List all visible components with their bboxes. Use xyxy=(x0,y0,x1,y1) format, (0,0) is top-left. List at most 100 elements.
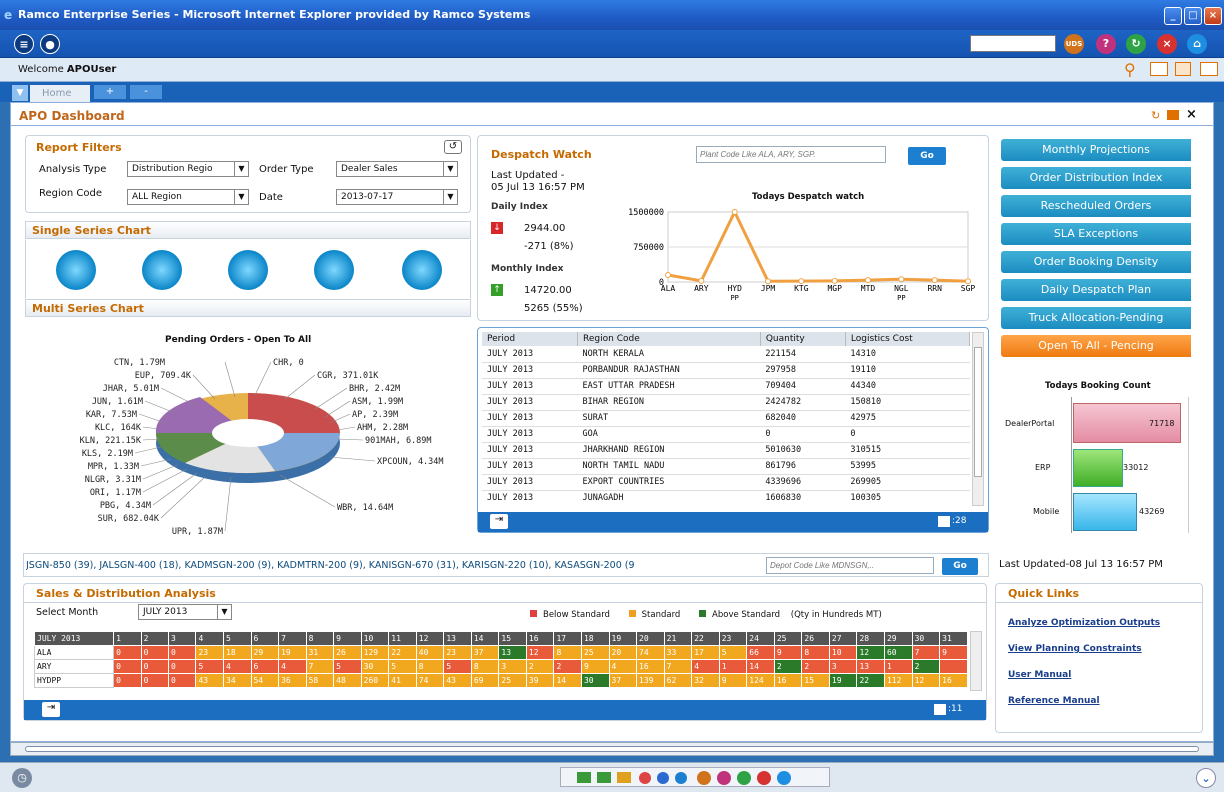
grid-cell[interactable]: 12 xyxy=(525,645,555,660)
excel-icon[interactable] xyxy=(577,772,591,783)
grid-cell[interactable]: 13 xyxy=(856,659,885,674)
star-icon[interactable] xyxy=(617,772,631,783)
reset-filters-icon[interactable]: ↺ xyxy=(444,140,462,154)
pyramid-chart-icon[interactable] xyxy=(402,250,442,290)
grid-cell[interactable]: 260 xyxy=(360,673,390,688)
grid-cell[interactable]: 2 xyxy=(773,659,803,674)
grid-cell[interactable]: 12 xyxy=(911,673,941,688)
tab-order-distribution-index[interactable]: Order Distribution Index xyxy=(1001,167,1191,189)
region-code-select[interactable]: ALL Region ▼ xyxy=(127,189,249,205)
grid-cell[interactable]: 41 xyxy=(388,673,417,688)
grid-cell[interactable]: 9 xyxy=(773,645,803,660)
search-input[interactable] xyxy=(970,35,1056,52)
table-scrollbar[interactable] xyxy=(972,332,984,506)
grid-cell[interactable]: 4 xyxy=(223,659,252,674)
grid-cell[interactable]: 7 xyxy=(911,645,941,660)
grid-cell[interactable]: 74 xyxy=(415,673,445,688)
pie-chart-icon[interactable] xyxy=(56,250,96,290)
app-icon-1[interactable] xyxy=(639,772,651,784)
grid-cell[interactable]: 0 xyxy=(113,659,142,674)
tab-monthly-projections[interactable]: Monthly Projections xyxy=(1001,139,1191,161)
grid-cell[interactable]: 5 xyxy=(718,645,748,660)
bar-chart-icon[interactable] xyxy=(142,250,182,290)
grid-cell[interactable]: 37 xyxy=(608,673,638,688)
grid-cell[interactable]: 12 xyxy=(856,645,885,660)
grid-cell[interactable]: 22 xyxy=(388,645,417,660)
grid-cell[interactable]: 9 xyxy=(939,645,968,660)
plant-go-button[interactable]: Go xyxy=(908,147,946,165)
grid-cell[interactable]: 54 xyxy=(250,673,280,688)
grid-cell[interactable]: 23 xyxy=(195,645,224,660)
grid-cell[interactable]: 20 xyxy=(608,645,638,660)
grid-cell[interactable]: 23 xyxy=(443,645,472,660)
table-row[interactable]: JULY 2013 BIHAR REGION 2424782 150810 xyxy=(482,394,970,411)
grid-cell[interactable]: 8 xyxy=(801,645,830,660)
grid-cell[interactable]: 8 xyxy=(415,659,445,674)
window-icon[interactable] xyxy=(1200,62,1218,76)
tab-daily-despatch-plan[interactable]: Daily Despatch Plan xyxy=(1001,279,1191,301)
grid-cell[interactable]: 17 xyxy=(691,645,720,660)
add-tab-button[interactable]: + xyxy=(94,85,126,99)
grid-cell[interactable]: 43 xyxy=(195,673,224,688)
table-row[interactable]: JULY 2013 GOA 0 0 xyxy=(482,426,970,443)
refresh-tray-icon[interactable] xyxy=(737,771,751,785)
tab-sla-exceptions[interactable]: SLA Exceptions xyxy=(1001,223,1191,245)
line-chart-icon[interactable] xyxy=(228,250,268,290)
chevron-down-icon[interactable]: ▼ xyxy=(12,85,28,101)
grid-cell[interactable]: 15 xyxy=(801,673,830,688)
depot-go-button[interactable]: Go xyxy=(942,558,978,575)
close-dashboard-icon[interactable]: × xyxy=(1186,107,1197,122)
grid-cell[interactable]: 19 xyxy=(278,645,307,660)
grid-cell[interactable]: 8 xyxy=(470,659,500,674)
table-row[interactable]: JULY 2013 NORTH KERALA 221154 14310 xyxy=(482,346,970,363)
grid-cell[interactable]: 9 xyxy=(580,659,610,674)
grid-cell[interactable]: 10 xyxy=(828,645,858,660)
grid-cell[interactable]: 16 xyxy=(773,673,803,688)
grid-cell[interactable]: 2 xyxy=(911,659,941,674)
grid-cell[interactable]: 2 xyxy=(553,659,582,674)
grid-cell[interactable]: 26 xyxy=(333,645,362,660)
column-header[interactable]: Period xyxy=(482,332,579,346)
grid-cell[interactable]: 9 xyxy=(718,673,748,688)
grid-cell[interactable]: 32 xyxy=(691,673,720,688)
scroll-down-icon[interactable]: ⌄ xyxy=(1196,768,1216,788)
grid-cell[interactable]: 0 xyxy=(168,673,197,688)
tab-order-booking-density[interactable]: Order Booking Density xyxy=(1001,251,1191,273)
export-table-icon[interactable]: ⇥ xyxy=(490,514,508,529)
grid-cell[interactable]: 37 xyxy=(470,645,500,660)
depot-code-input[interactable] xyxy=(766,557,934,574)
grid-cell[interactable]: 39 xyxy=(525,673,555,688)
grid-cell[interactable]: 22 xyxy=(856,673,885,688)
grid-cell[interactable]: 3 xyxy=(498,659,527,674)
grid-cell[interactable]: 34 xyxy=(223,673,252,688)
grid-cell[interactable]: 19 xyxy=(828,673,858,688)
refresh-icon[interactable]: ↻ xyxy=(1126,34,1146,54)
grid-cell[interactable]: 33 xyxy=(663,645,693,660)
grid-cell[interactable]: 3 xyxy=(828,659,858,674)
grid-cell[interactable]: 7 xyxy=(663,659,693,674)
grid-cell[interactable]: 4 xyxy=(608,659,638,674)
plant-code-input[interactable] xyxy=(696,146,886,163)
grid-cell[interactable]: 66 xyxy=(746,645,775,660)
grid-cell[interactable]: 25 xyxy=(498,673,527,688)
grid-cell[interactable]: 0 xyxy=(140,659,170,674)
search-icon[interactable]: ⚲ xyxy=(1124,60,1136,79)
remove-tab-button[interactable]: - xyxy=(130,85,162,99)
grid-cell[interactable]: 0 xyxy=(113,673,142,688)
grid-cell[interactable]: 2 xyxy=(801,659,830,674)
table-row[interactable]: JULY 2013 JUNAGADH 1606830 100305 xyxy=(482,490,970,506)
link-view-planning-constraints[interactable]: View Planning Constraints xyxy=(1008,644,1142,654)
grid-cell[interactable]: 58 xyxy=(305,673,335,688)
grid-cell[interactable]: 14 xyxy=(746,659,775,674)
uds-tray-icon[interactable] xyxy=(697,771,711,785)
grid-cell[interactable]: 16 xyxy=(939,673,968,688)
grid-cell[interactable] xyxy=(939,659,968,674)
grid-cell[interactable]: 48 xyxy=(333,673,362,688)
grid-cell[interactable]: 6 xyxy=(250,659,280,674)
grid-cell[interactable]: 30 xyxy=(360,659,390,674)
app-icon-2[interactable] xyxy=(657,772,669,784)
grid-cell[interactable]: 139 xyxy=(636,673,665,688)
user-icon[interactable]: ● xyxy=(40,34,60,54)
donut-chart-icon[interactable] xyxy=(314,250,354,290)
grid-cell[interactable]: 1 xyxy=(883,659,913,674)
